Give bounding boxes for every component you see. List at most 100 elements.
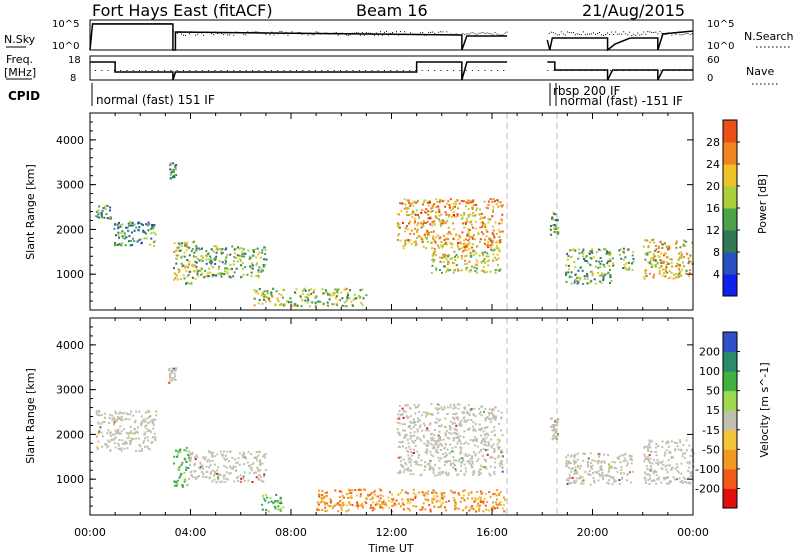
scatter-cell: [435, 441, 438, 444]
scatter-cell: [429, 465, 432, 467]
scatter-cell: [304, 289, 307, 292]
scatter-cell: [263, 295, 266, 298]
scatter-cell: [123, 447, 126, 450]
scatter-cell: [486, 501, 489, 504]
scatter-cell: [589, 452, 592, 455]
scatter-cell: [613, 479, 616, 481]
scatter-cell: [474, 429, 477, 432]
scatter-cell: [301, 292, 304, 295]
scatter-cell: [148, 448, 151, 451]
scatter-cell: [121, 419, 123, 422]
scatter-cell: [421, 491, 424, 494]
scatter-cell: [420, 464, 423, 467]
scatter-cell: [447, 474, 450, 477]
scatter-cell: [214, 263, 217, 265]
noise-search-dot: [410, 32, 412, 34]
scatter-cell: [594, 265, 597, 268]
scatter-cell: [497, 446, 499, 449]
scatter-cell: [173, 455, 176, 458]
scatter-cell: [407, 239, 410, 242]
scatter-cell: [473, 472, 476, 475]
scatter-cell: [611, 483, 614, 486]
scatter-cell: [356, 494, 358, 497]
scatter-cell: [620, 465, 623, 468]
scatter-cell: [137, 229, 140, 232]
scatter-cell: [497, 409, 500, 412]
scatter-cell: [215, 247, 218, 250]
scatter-cell: [350, 495, 353, 498]
scatter-cell: [329, 501, 332, 504]
scatter-cell: [129, 440, 131, 442]
scatter-cell: [610, 279, 613, 282]
scatter-cell: [249, 265, 252, 268]
scatter-cell: [467, 214, 470, 217]
scatter-cell: [321, 288, 324, 291]
scatter-cell: [586, 282, 589, 285]
scatter-cell: [479, 226, 482, 229]
scatter-cell: [426, 240, 429, 243]
scatter-cell: [114, 436, 117, 439]
freq-lines: [90, 61, 693, 81]
scatter-cell: [437, 234, 440, 237]
scatter-cell: [480, 261, 483, 264]
scatter-cell: [128, 418, 131, 421]
scatter-cell: [348, 496, 351, 499]
scatter-cell: [631, 459, 634, 462]
scatter-cell: [414, 439, 417, 442]
scatter-cell: [576, 282, 579, 285]
scatter-cell: [499, 204, 502, 207]
scatter-cell: [263, 246, 265, 249]
scatter-cell: [414, 227, 416, 230]
scatter-cell: [235, 267, 238, 270]
scatter-cell: [178, 466, 181, 469]
scatter-cell: [492, 229, 495, 232]
noise-search-dot: [122, 23, 124, 24]
time-tick-label: 12:00: [376, 526, 408, 539]
scatter-cell: [449, 460, 451, 463]
scatter-cell: [666, 271, 669, 274]
nave-dot: [572, 70, 574, 71]
noise-search-dot: [566, 31, 568, 33]
scatter-cell: [299, 295, 302, 298]
noise-search-dot: [355, 31, 357, 33]
scatter-cell: [437, 439, 440, 442]
scatter-cell: [276, 501, 279, 504]
scatter-cell: [404, 434, 406, 437]
scatter-cell: [396, 417, 399, 420]
scatter-cell: [448, 206, 451, 209]
scatter-cell: [405, 404, 408, 407]
scatter-cell: [689, 260, 692, 263]
scatter-cell: [424, 222, 427, 225]
noise-search-dot: [655, 31, 657, 33]
scatter-cell: [255, 262, 258, 265]
noise-search-dot: [349, 34, 351, 36]
scatter-cell: [453, 228, 456, 231]
scatter-cell: [138, 238, 141, 241]
scatter-cell: [327, 504, 330, 507]
scatter-cell: [397, 413, 400, 416]
scatter-cell: [481, 225, 484, 228]
scatter-cell: [486, 252, 489, 255]
freq-line: [90, 61, 508, 81]
scatter-cell: [620, 469, 623, 472]
scatter-cell: [489, 198, 492, 201]
scatter-cell: [414, 424, 417, 426]
scatter-cell: [483, 497, 486, 500]
scatter-cell: [426, 220, 429, 223]
scatter-cell: [338, 490, 341, 493]
scatter-cell: [456, 403, 459, 406]
scatter-cell: [447, 500, 450, 503]
scatter-cell: [552, 211, 555, 214]
scatter-cell: [132, 237, 134, 240]
scatter-cell: [670, 455, 673, 458]
scatter-cell: [106, 204, 109, 207]
time-axis: 00:00 04:00 08:00 12:00 16:00 20:00 00:00: [74, 113, 709, 539]
scatter-cell: [597, 470, 600, 473]
scatter-cell: [648, 454, 651, 456]
scatter-cell: [437, 412, 440, 414]
noise-search-dot: [353, 32, 355, 34]
scatter-cell: [348, 492, 351, 495]
scatter-cell: [485, 229, 488, 232]
scatter-cell: [462, 242, 465, 245]
noise-search-dot: [607, 32, 609, 34]
